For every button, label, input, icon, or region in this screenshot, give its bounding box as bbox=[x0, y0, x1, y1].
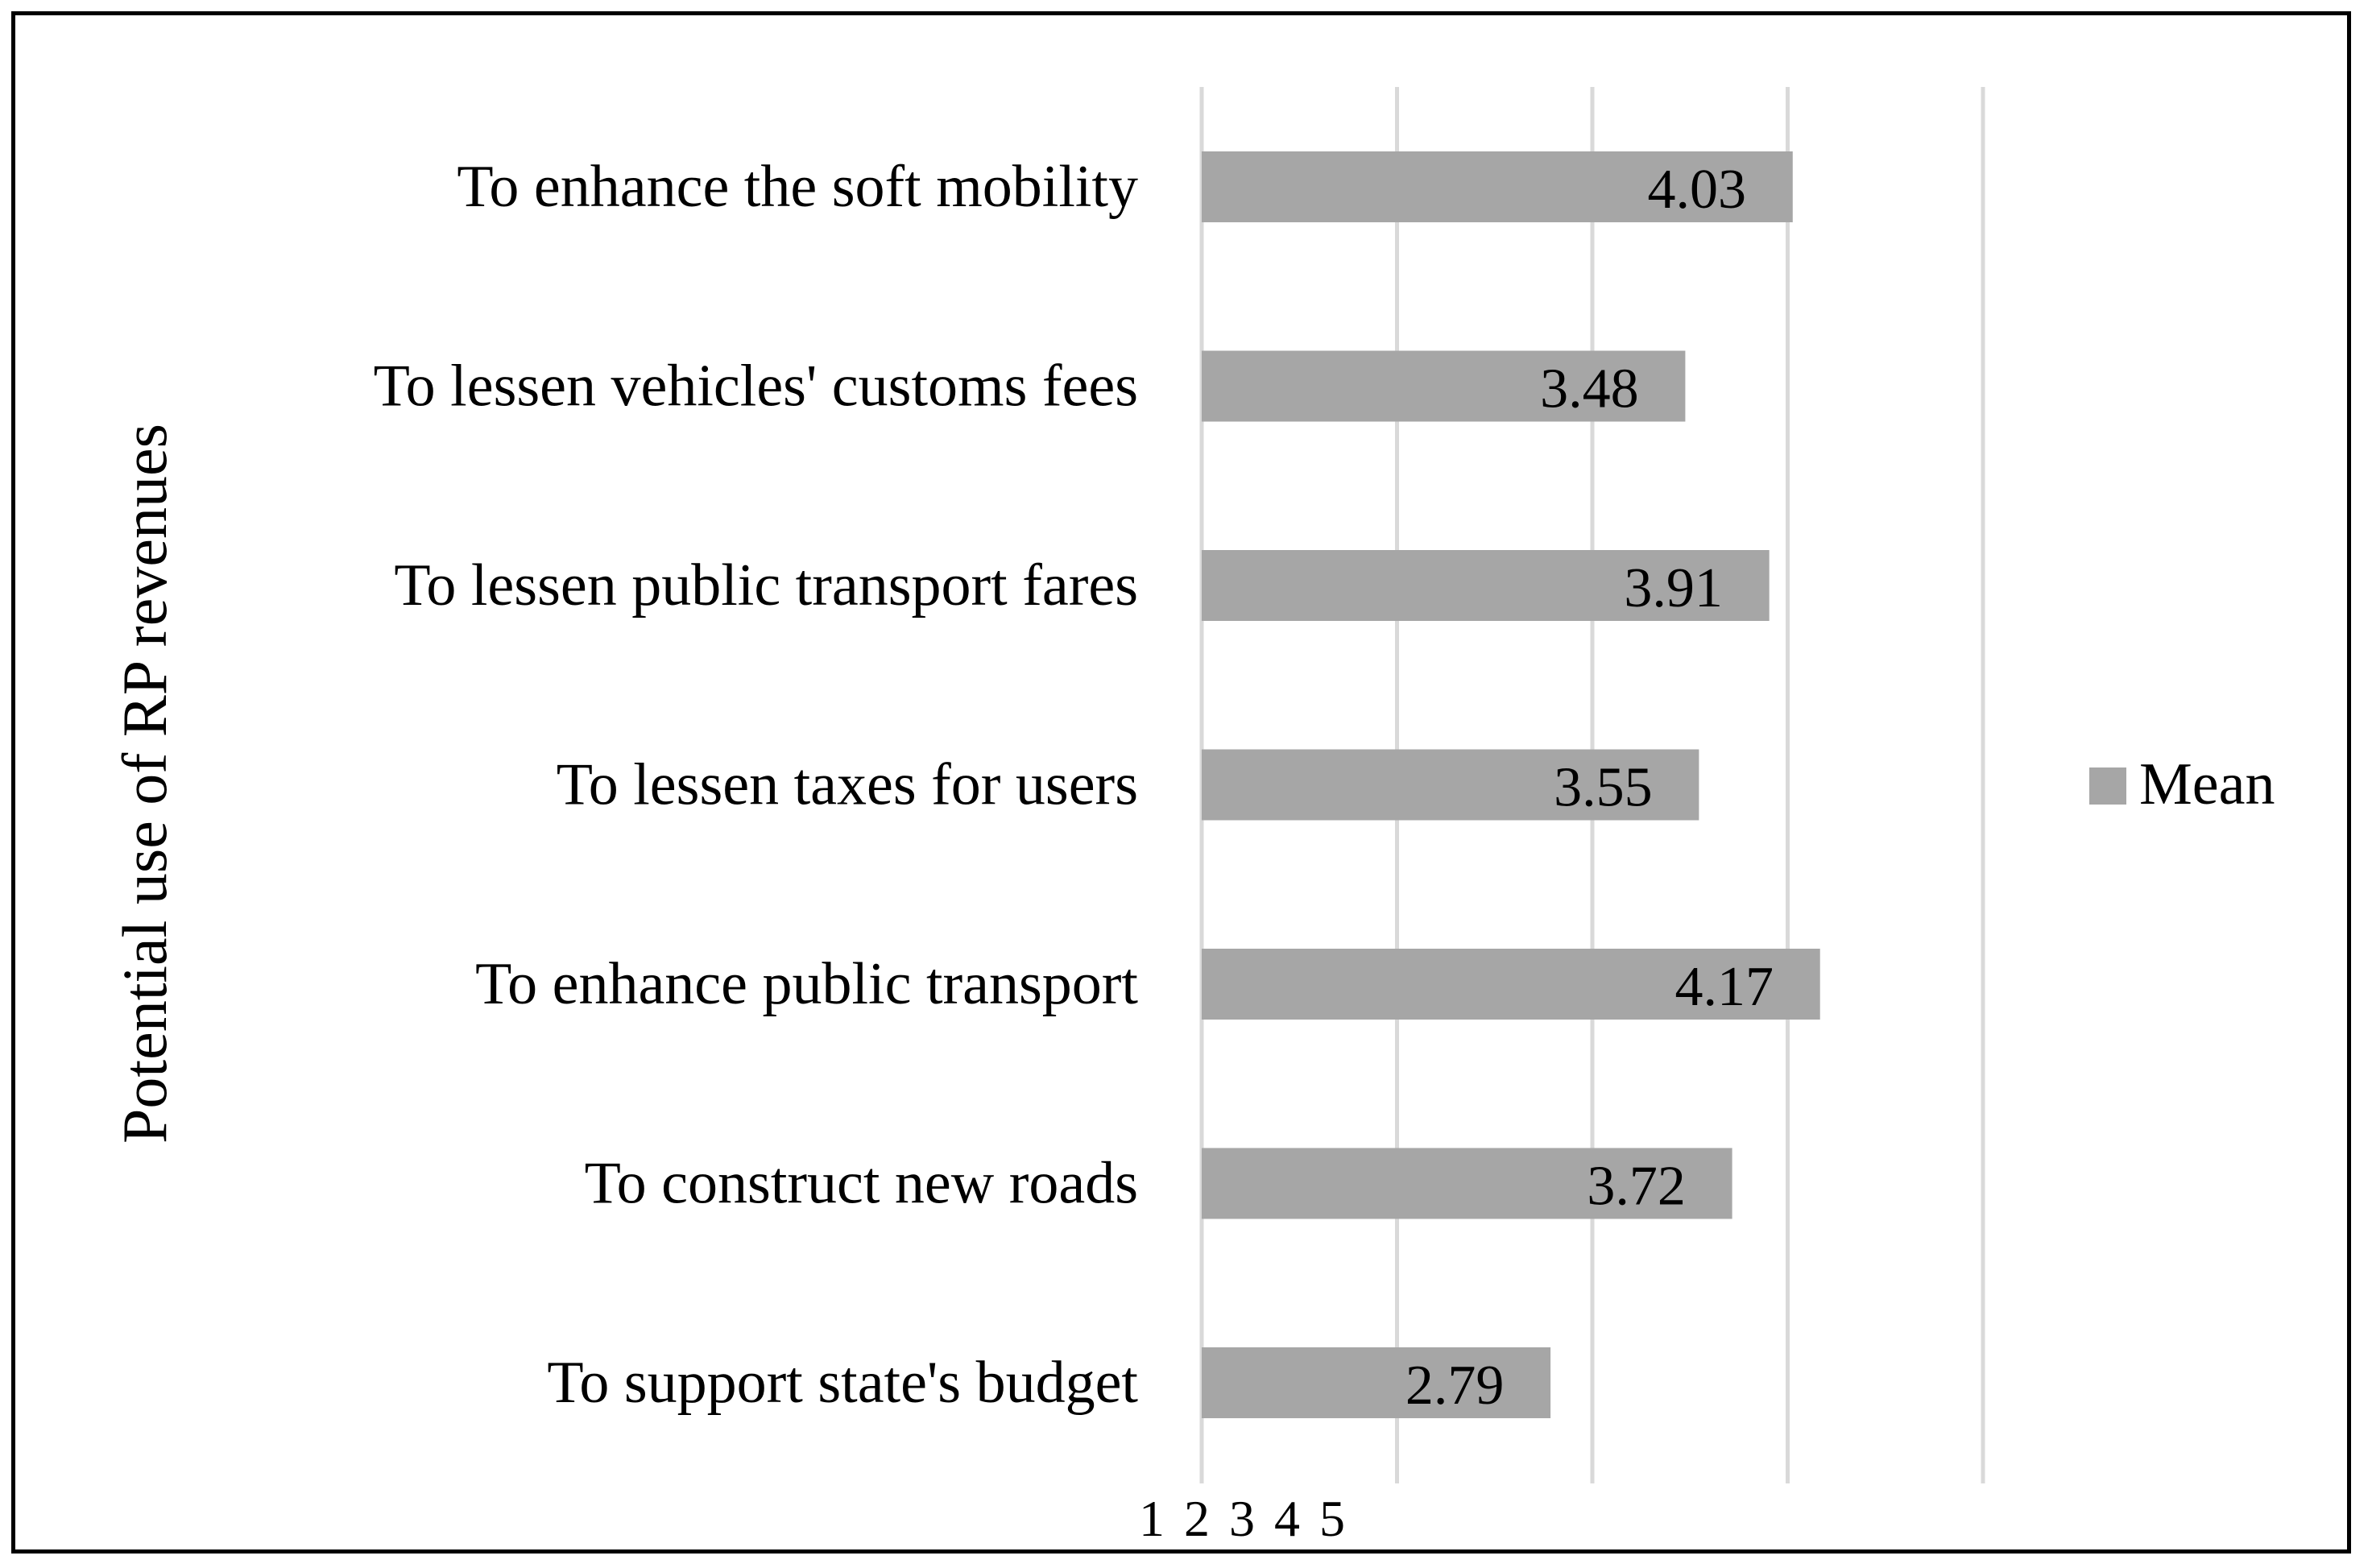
value-label-5: 4.17 bbox=[1674, 956, 1774, 1018]
bar-2 bbox=[1202, 350, 1686, 422]
value-label-7: 2.79 bbox=[1405, 1355, 1505, 1417]
bars: 4.03 3.48 3.91 3.55 4.17 3.72 2.79 bbox=[1202, 151, 1820, 1418]
value-label-3: 3.91 bbox=[1624, 557, 1723, 619]
bar-3 bbox=[1202, 550, 1770, 621]
category-label-3: To lessen public transport fares bbox=[394, 552, 1138, 619]
x-tick-label-5: 5 bbox=[1319, 1490, 1345, 1547]
x-tick-label-1: 1 bbox=[1139, 1490, 1165, 1547]
value-label-2: 3.48 bbox=[1540, 358, 1639, 420]
category-label-6: To construct new roads bbox=[585, 1151, 1138, 1217]
legend-swatch bbox=[2089, 767, 2126, 805]
x-tick-label-4: 4 bbox=[1274, 1490, 1300, 1547]
bar-1 bbox=[1202, 151, 1793, 222]
bar-6 bbox=[1202, 1148, 1732, 1219]
category-label-5: To enhance public transport bbox=[475, 951, 1138, 1017]
category-label-1: To enhance the soft mobility bbox=[457, 154, 1138, 220]
legend: Mean bbox=[2089, 751, 2275, 817]
category-labels: To enhance the soft mobility To lessen ve… bbox=[374, 154, 1139, 1416]
bar-7 bbox=[1202, 1347, 1551, 1418]
category-label-2: To lessen vehicles' customs fees bbox=[374, 354, 1138, 420]
chart-frame bbox=[11, 11, 2351, 1554]
value-label-6: 3.72 bbox=[1587, 1156, 1686, 1218]
value-label-4: 3.55 bbox=[1554, 757, 1653, 819]
y-axis-title: Potential use of RP revenues bbox=[110, 424, 180, 1144]
legend-label: Mean bbox=[2139, 751, 2275, 817]
x-tick-label-3: 3 bbox=[1229, 1490, 1255, 1547]
bar-4 bbox=[1202, 749, 1699, 821]
category-label-7: To support state's budget bbox=[547, 1350, 1138, 1416]
x-tick-label-2: 2 bbox=[1184, 1490, 1210, 1547]
category-label-4: To lessen taxes for users bbox=[557, 752, 1138, 818]
value-label-1: 4.03 bbox=[1648, 159, 1747, 221]
bar-5 bbox=[1202, 949, 1820, 1020]
